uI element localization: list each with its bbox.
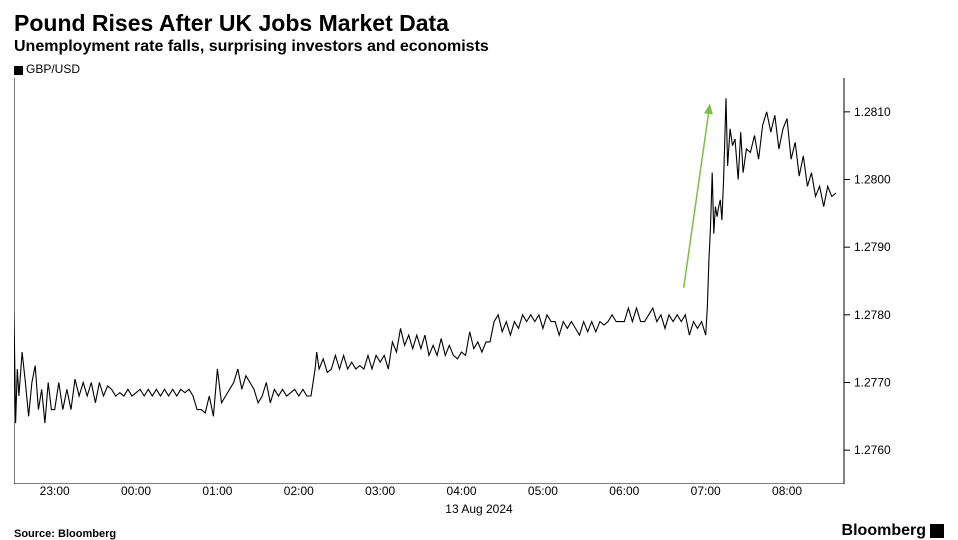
svg-text:1.2790: 1.2790	[854, 241, 891, 255]
brand-label: Bloomberg	[842, 522, 944, 540]
x-tick-label: 02:00	[284, 484, 314, 498]
chart-subtitle: Unemployment rate falls, surprising inve…	[14, 38, 944, 56]
x-tick-label: 03:00	[365, 484, 395, 498]
x-tick-label: 08:00	[772, 484, 802, 498]
x-tick-label: 06:00	[609, 484, 639, 498]
x-axis-labels: 23:00 00:00 01:00 02:00 03:00 04:00 05:00 06:00…	[14, 484, 894, 502]
chart-svg: 1.2760 1.2770 1.2780 1.2790 1.2800 1.2810	[14, 78, 894, 484]
x-tick-label: 00:00	[121, 484, 151, 498]
x-tick-label: 04:00	[447, 484, 477, 498]
legend-label: GBP/USD	[26, 62, 80, 76]
x-tick-label: 07:00	[691, 484, 721, 498]
svg-text:1.2760: 1.2760	[854, 444, 891, 458]
x-tick-label: 01:00	[202, 484, 232, 498]
chart-title: Pound Rises After UK Jobs Market Data	[14, 10, 944, 36]
brand-text: Bloomberg	[842, 522, 926, 539]
brand-icon	[930, 524, 944, 538]
chart-plot: 1.2760 1.2770 1.2780 1.2790 1.2800 1.2810	[14, 78, 944, 484]
legend: GBP/USD	[14, 62, 944, 76]
svg-text:1.2810: 1.2810	[854, 105, 891, 119]
x-tick-label: 05:00	[528, 484, 558, 498]
x-axis-date: 13 Aug 2024	[14, 502, 944, 516]
source-label: Source: Bloomberg	[14, 528, 116, 540]
legend-swatch	[14, 66, 23, 75]
x-tick-label: 23:00	[40, 484, 70, 498]
svg-text:1.2770: 1.2770	[854, 376, 891, 390]
svg-text:1.2780: 1.2780	[854, 308, 891, 322]
svg-text:1.2800: 1.2800	[854, 173, 891, 187]
